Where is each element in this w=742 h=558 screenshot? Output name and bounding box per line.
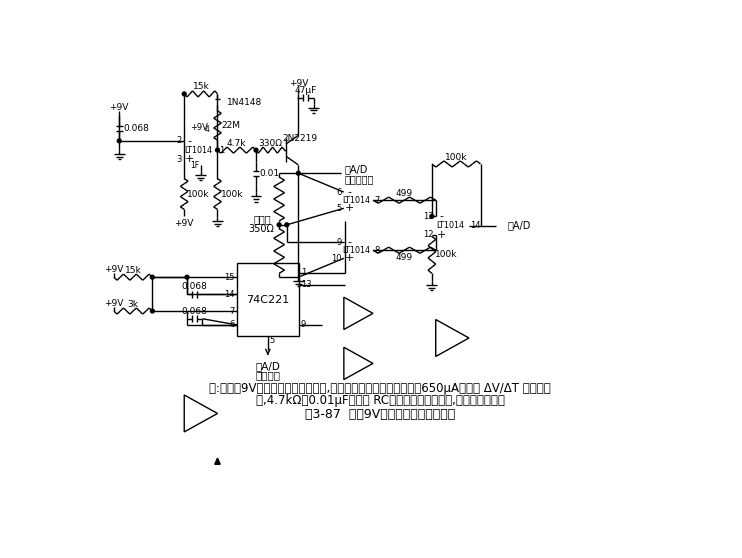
Text: 499: 499 xyxy=(395,253,413,262)
Bar xyxy=(237,263,298,336)
Text: 1: 1 xyxy=(219,146,224,155)
Text: LT1014: LT1014 xyxy=(342,246,370,254)
Text: +9V: +9V xyxy=(191,123,209,132)
Text: 13: 13 xyxy=(423,212,433,221)
Text: 6: 6 xyxy=(229,320,234,329)
Text: LT1014: LT1014 xyxy=(436,221,464,230)
Text: 2: 2 xyxy=(177,136,182,146)
Text: 13: 13 xyxy=(301,280,312,290)
Circle shape xyxy=(183,92,186,96)
Text: 比例参考点: 比例参考点 xyxy=(344,175,374,184)
Text: 330Ω: 330Ω xyxy=(258,139,282,148)
Text: +9V: +9V xyxy=(289,79,308,88)
Text: 5: 5 xyxy=(269,336,275,345)
Text: 图3-87  装有9V电池的应变计调节电路: 图3-87 装有9V电池的应变计调节电路 xyxy=(305,408,456,421)
Text: 应变桥: 应变桥 xyxy=(254,214,272,224)
Text: 9: 9 xyxy=(336,238,341,247)
Circle shape xyxy=(285,223,289,227)
Text: 12: 12 xyxy=(423,230,433,239)
Text: 47μF: 47μF xyxy=(294,85,316,94)
Circle shape xyxy=(185,275,189,279)
Text: 15k: 15k xyxy=(192,83,209,92)
Text: 1N4148: 1N4148 xyxy=(227,98,262,107)
Text: LT1014: LT1014 xyxy=(185,146,212,155)
Text: 2N2219: 2N2219 xyxy=(282,134,318,143)
Text: -: - xyxy=(439,211,443,222)
Text: 100k: 100k xyxy=(220,190,243,199)
Text: 4: 4 xyxy=(205,126,209,134)
Text: 7: 7 xyxy=(229,306,234,316)
Text: 3: 3 xyxy=(177,155,182,164)
Text: 10: 10 xyxy=(331,254,341,263)
Text: 15: 15 xyxy=(224,273,234,282)
Text: LT1014: LT1014 xyxy=(342,196,370,205)
Text: 5: 5 xyxy=(336,204,341,213)
Text: 22M: 22M xyxy=(221,121,240,130)
Circle shape xyxy=(254,148,258,152)
Text: 0.01: 0.01 xyxy=(260,169,280,177)
Text: +: + xyxy=(185,155,194,165)
Circle shape xyxy=(151,275,154,279)
Text: 6: 6 xyxy=(336,187,341,196)
Text: -: - xyxy=(347,187,351,197)
Circle shape xyxy=(151,309,154,313)
Text: 至A/D: 至A/D xyxy=(255,360,280,371)
Text: +: + xyxy=(436,230,446,240)
Text: +9V: +9V xyxy=(110,103,129,112)
Text: 74C221: 74C221 xyxy=(246,295,289,305)
Text: 15k: 15k xyxy=(125,266,142,275)
Text: 0.068: 0.068 xyxy=(182,306,208,316)
Text: 14: 14 xyxy=(470,221,481,230)
Polygon shape xyxy=(214,458,220,464)
Text: 14: 14 xyxy=(224,290,234,299)
Text: 至A/D: 至A/D xyxy=(344,165,368,174)
Text: +9V: +9V xyxy=(174,219,194,228)
Text: 1F: 1F xyxy=(190,161,200,170)
Text: 100k: 100k xyxy=(435,251,458,259)
Text: +9V: +9V xyxy=(104,299,123,308)
Text: 7: 7 xyxy=(375,196,380,205)
Text: +9V: +9V xyxy=(104,265,123,274)
Text: 8: 8 xyxy=(375,246,380,254)
Text: 0.068: 0.068 xyxy=(182,282,208,291)
Text: 变换指令: 变换指令 xyxy=(255,370,280,380)
Text: -: - xyxy=(347,237,351,247)
Text: 100k: 100k xyxy=(187,190,210,199)
Text: 1: 1 xyxy=(301,268,306,277)
Text: +: + xyxy=(344,203,354,213)
Circle shape xyxy=(296,171,301,175)
Text: 3k: 3k xyxy=(128,300,139,309)
Text: 499: 499 xyxy=(395,189,413,198)
Text: 至A/D: 至A/D xyxy=(508,220,531,230)
Text: +: + xyxy=(344,253,354,263)
Circle shape xyxy=(430,214,434,218)
Text: -: - xyxy=(188,136,191,146)
Text: 注:电路为9V电池应变计信号调节计,采样电路给出低平均工作电流650μA。由于 ΔV/ΔT 高阶跃变: 注:电路为9V电池应变计信号调节计,采样电路给出低平均工作电流650μA。由于 … xyxy=(209,382,551,395)
Text: 100k: 100k xyxy=(445,152,467,162)
Text: 9: 9 xyxy=(301,320,306,329)
Text: 化,4.7kΩ和0.01μF构成的 RC网络用于保护应变桥,防止长期漂移。: 化,4.7kΩ和0.01μF构成的 RC网络用于保护应变桥,防止长期漂移。 xyxy=(256,394,505,407)
Text: 4.7k: 4.7k xyxy=(227,139,246,148)
Circle shape xyxy=(216,148,220,152)
Text: 350Ω: 350Ω xyxy=(249,224,275,234)
Text: 0.068: 0.068 xyxy=(123,124,149,133)
Circle shape xyxy=(117,139,121,143)
Circle shape xyxy=(278,223,281,227)
